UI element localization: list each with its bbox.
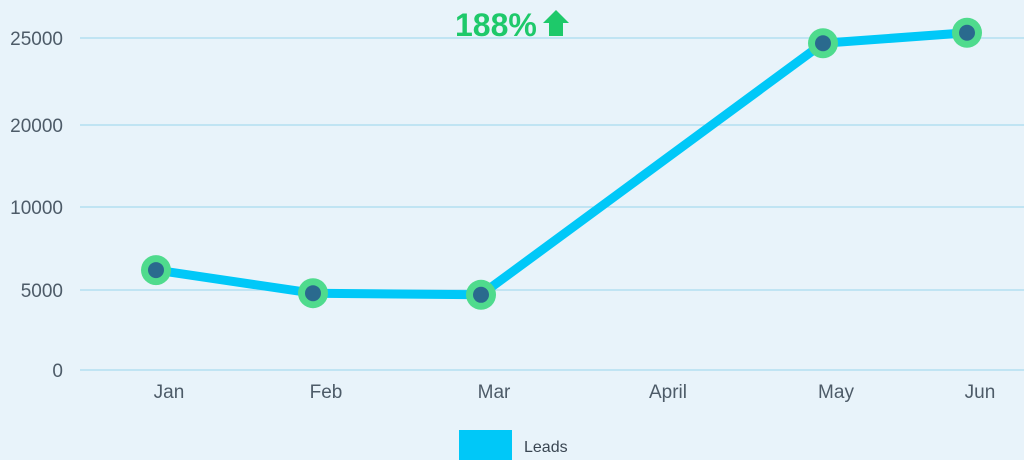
y-tick-label: 25000 [10,29,63,50]
data-point[interactable] [466,279,496,310]
data-point-dot [959,24,975,41]
data-point-dot [473,286,489,303]
data-point-dot [815,35,831,52]
legend[interactable]: Leads [459,430,568,460]
data-point[interactable] [298,278,328,309]
markers-layer [141,17,982,310]
y-tick-label: 5000 [21,281,63,302]
series-layer [151,28,972,300]
x-tick-label: Jan [154,382,185,403]
y-tick-label: 10000 [10,198,63,219]
series-line-leads [151,28,972,300]
x-tick-label: Mar [478,382,511,403]
data-point[interactable] [141,255,171,286]
x-tick-label: May [818,382,854,403]
growth-annotation-label: 188% [455,7,537,43]
data-point[interactable] [808,28,838,59]
data-point-dot [148,262,164,279]
y-axis-ticks: 0 5000 10000 20000 25000 [10,29,63,382]
x-tick-label: April [649,382,687,403]
data-point[interactable] [952,17,982,48]
grid-layer [80,37,1024,371]
arrow-up-icon [543,10,569,36]
legend-label-leads: Leads [524,439,568,456]
y-tick-label: 0 [52,361,63,382]
x-axis-ticks: Jan Feb Mar April May Jun [154,382,996,403]
x-tick-label: Jun [965,382,996,403]
data-point-dot [305,285,321,302]
y-tick-label: 20000 [10,116,63,137]
legend-swatch-leads [459,430,512,460]
annotation: 188% [455,7,569,43]
x-tick-label: Feb [310,382,343,403]
